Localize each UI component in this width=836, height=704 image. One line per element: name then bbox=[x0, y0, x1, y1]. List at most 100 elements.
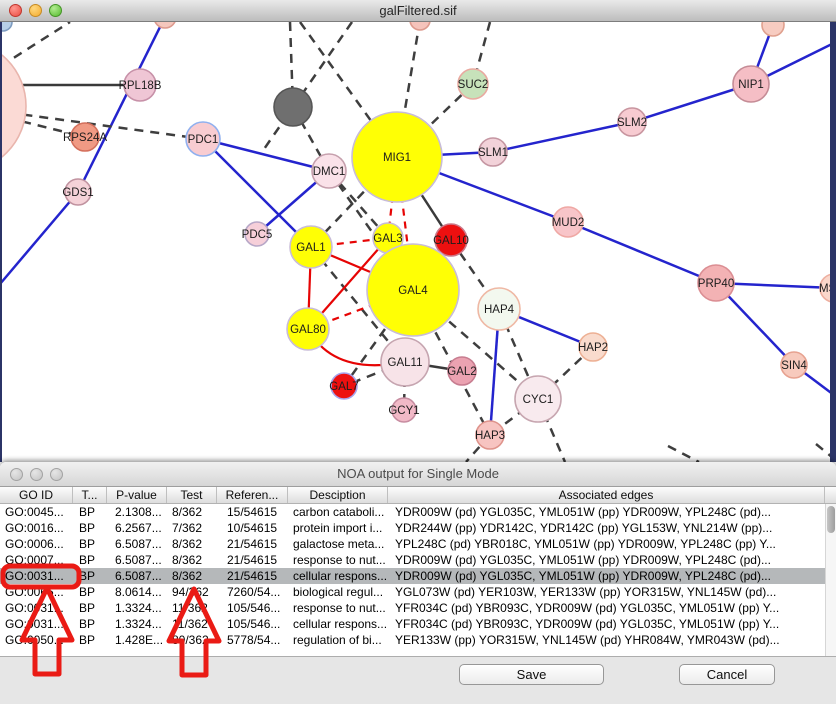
node-GAL10[interactable] bbox=[434, 223, 468, 257]
table-cell: BP bbox=[79, 553, 96, 567]
node-SLM1[interactable] bbox=[478, 137, 508, 167]
node-GAL7[interactable] bbox=[330, 372, 358, 400]
table-cell: YFR034C (pd) YBR093C, YDR009W (pd) YGL03… bbox=[395, 617, 780, 631]
network-edge[interactable] bbox=[0, 191, 79, 285]
table-row[interactable]: GO:0045... BP 2.1308... 8/362 15/54615 carbon… bbox=[0, 504, 836, 520]
table-header: GO ID T... P-value Test Referen... Desciption… bbox=[0, 487, 836, 504]
table-row[interactable]: GO:0031... BP 1.3324... 11/362 105/546... res… bbox=[0, 600, 836, 616]
node-label: SLM1 bbox=[478, 147, 508, 159]
node-label: GAL2 bbox=[447, 366, 476, 378]
network-edge[interactable] bbox=[76, 22, 165, 193]
node-GAL11[interactable] bbox=[380, 337, 430, 387]
network-edge[interactable] bbox=[412, 289, 539, 400]
node-MIG1[interactable] bbox=[351, 111, 443, 203]
network-edge[interactable] bbox=[298, 22, 399, 158]
node-HAP2[interactable] bbox=[578, 332, 608, 362]
scrollbar-thumb[interactable] bbox=[827, 506, 835, 533]
node-DMC1[interactable] bbox=[311, 153, 347, 189]
network-edge[interactable] bbox=[202, 138, 312, 248]
table-row[interactable]: GO:0031... BP 6.5087... 8/362 21/54615 cellul… bbox=[0, 568, 836, 584]
network-edge[interactable] bbox=[310, 246, 406, 363]
network-edge[interactable] bbox=[327, 170, 415, 291]
column-header-associated-edges[interactable]: Associated edges bbox=[388, 487, 825, 503]
node-CYC1[interactable] bbox=[514, 375, 562, 423]
node-HAP4[interactable] bbox=[477, 287, 521, 331]
node-RPS24A[interactable] bbox=[70, 122, 100, 152]
table-row[interactable]: GO:0016... BP 6.2567... 7/362 10/54615 protei… bbox=[0, 520, 836, 536]
node-label: NIP1 bbox=[738, 79, 764, 91]
network-edge[interactable] bbox=[631, 82, 752, 124]
node-unlabeled[interactable] bbox=[0, 40, 27, 172]
network-edge[interactable] bbox=[537, 346, 594, 400]
table-cell: response to nut... bbox=[293, 553, 386, 567]
node-PDC5[interactable] bbox=[244, 221, 270, 247]
node-RPL18B[interactable] bbox=[123, 68, 157, 102]
window-title: galFiltered.sif bbox=[379, 3, 457, 18]
node-MUD2[interactable] bbox=[552, 206, 584, 238]
table-cell: GO:0050... bbox=[5, 633, 64, 647]
network-edge[interactable] bbox=[260, 22, 354, 153]
column-header-go-id[interactable]: GO ID bbox=[0, 487, 73, 503]
network-edge[interactable] bbox=[0, 22, 71, 92]
network-edge[interactable] bbox=[202, 137, 330, 173]
node-GAL80[interactable] bbox=[286, 307, 330, 351]
node-PDC1[interactable] bbox=[185, 121, 221, 157]
table-row[interactable]: GO:0065... BP 8.0614... 94/362 7260/54... bio… bbox=[0, 584, 836, 600]
zoom-button[interactable] bbox=[49, 4, 62, 17]
column-header-t-[interactable]: T... bbox=[73, 487, 107, 503]
node-SLM2[interactable] bbox=[617, 107, 647, 137]
column-header-p-value[interactable]: P-value bbox=[107, 487, 167, 503]
node-GAL4[interactable] bbox=[366, 243, 460, 337]
column-header-desciption[interactable]: Desciption bbox=[288, 487, 388, 503]
table-row[interactable]: GO:0031... BP 1.3324... 11/362 105/546... cel… bbox=[0, 616, 836, 632]
table-cell: 21/54615 bbox=[227, 537, 278, 551]
table-cell: 105/546... bbox=[227, 617, 281, 631]
node-unlabeled[interactable] bbox=[761, 22, 785, 37]
network-edge[interactable] bbox=[667, 444, 700, 462]
node-unlabeled[interactable] bbox=[154, 22, 176, 29]
table-row[interactable]: GO:0006... BP 6.5087... 8/362 21/54615 galact… bbox=[0, 536, 836, 552]
node-PRP40[interactable] bbox=[697, 264, 735, 302]
network-edge[interactable] bbox=[536, 398, 567, 462]
close-button[interactable] bbox=[9, 4, 22, 17]
table-row[interactable]: GO:0050... BP 1.428E... 80/362 5778/54... reg… bbox=[0, 632, 836, 648]
node-GAL1[interactable] bbox=[289, 225, 333, 269]
noa-window-title: NOA output for Single Mode bbox=[337, 466, 499, 481]
noa-minimize-button[interactable] bbox=[30, 468, 43, 481]
node-unlabeled[interactable] bbox=[409, 22, 431, 31]
network-edge[interactable] bbox=[492, 120, 633, 154]
network-edge[interactable] bbox=[567, 220, 717, 285]
network-edge[interactable] bbox=[291, 106, 331, 172]
network-svg[interactable]: RPL18B RPS24A GDS1 PDC1 DMC1 MIG1 SUC2 SLM1 SLM2… bbox=[0, 22, 836, 462]
table-scrollbar[interactable] bbox=[825, 504, 836, 656]
cancel-button[interactable]: Cancel bbox=[679, 664, 775, 685]
node-GDS1[interactable] bbox=[64, 178, 92, 206]
table-cell: cellular respons... bbox=[293, 569, 388, 583]
node-label: MUD2 bbox=[552, 217, 585, 229]
table-cell: GO:0031... bbox=[5, 617, 64, 631]
minimize-button[interactable] bbox=[29, 4, 42, 17]
table-cell: GO:0007... bbox=[5, 553, 64, 567]
column-header-referen-[interactable]: Referen... bbox=[217, 487, 288, 503]
node-GCY1[interactable] bbox=[391, 397, 417, 423]
node-SIN4[interactable] bbox=[780, 351, 808, 379]
node-unlabeled[interactable] bbox=[0, 22, 13, 32]
table-row[interactable]: GO:0007... BP 6.5087... 8/362 21/54615 respon… bbox=[0, 552, 836, 568]
table-cell: YDR009W (pd) YGL035C, YML051W (pp) YDR00… bbox=[395, 553, 771, 567]
noa-close-button[interactable] bbox=[10, 468, 23, 481]
network-edge[interactable] bbox=[715, 281, 835, 290]
table-cell: YER133W (pp) YOR315W, YNL145W (pd) YHR08… bbox=[395, 633, 780, 647]
network-canvas[interactable]: RPL18B RPS24A GDS1 PDC1 DMC1 MIG1 SUC2 SLM1 SLM2… bbox=[0, 22, 836, 462]
node-HAP3[interactable] bbox=[475, 420, 505, 450]
save-button[interactable]: Save bbox=[459, 664, 604, 685]
node-label: HAP2 bbox=[578, 342, 608, 354]
node-SUC2[interactable] bbox=[457, 68, 489, 100]
node-GAL2[interactable] bbox=[447, 356, 477, 386]
node-NIP1[interactable] bbox=[732, 65, 770, 103]
noa-zoom-button[interactable] bbox=[50, 468, 63, 481]
column-header-test[interactable]: Test bbox=[167, 487, 217, 503]
node-unlabeled[interactable] bbox=[273, 87, 313, 127]
network-edge[interactable] bbox=[715, 282, 795, 366]
network-edge[interactable] bbox=[395, 156, 415, 291]
table-cell: 6.5087... bbox=[115, 537, 162, 551]
